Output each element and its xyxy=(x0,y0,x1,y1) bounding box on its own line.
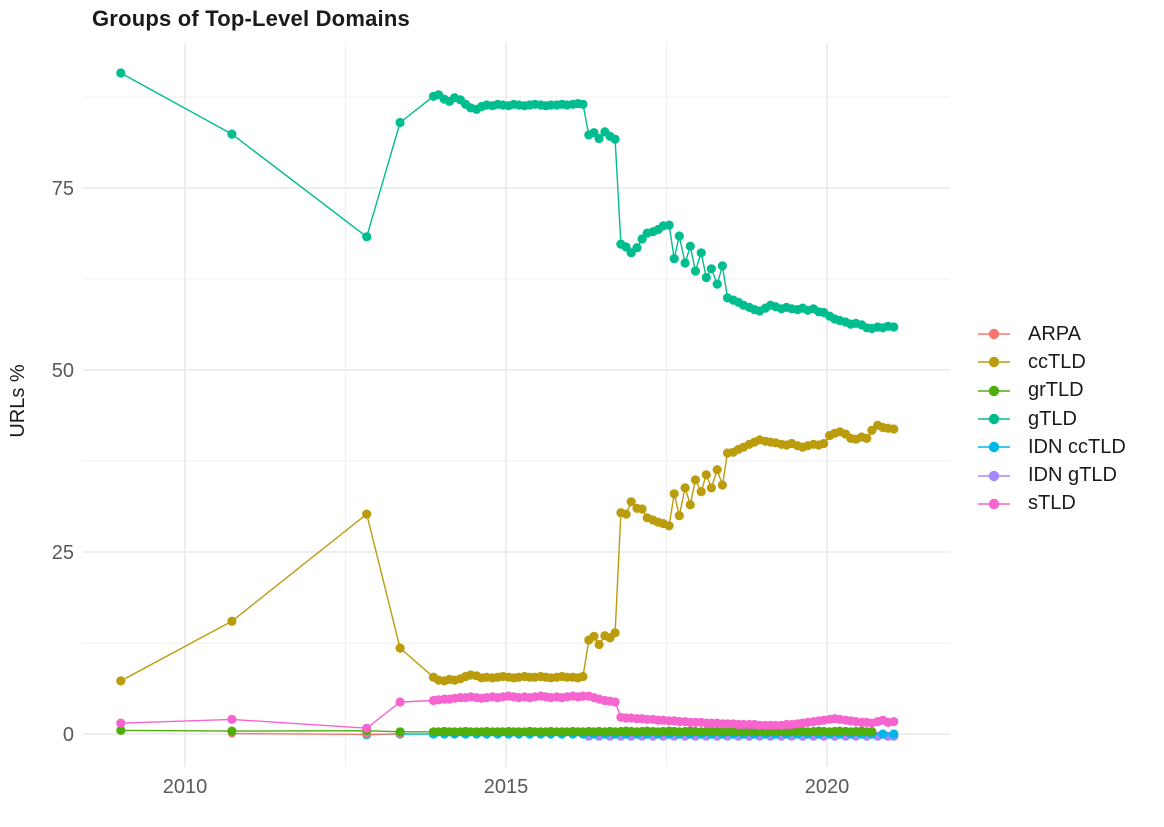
data-point xyxy=(610,134,620,144)
legend-key-icon xyxy=(978,385,1010,396)
series-stld xyxy=(116,691,899,733)
legend-item-label: gTLD xyxy=(1028,407,1077,430)
legend-item-label: IDN ccTLD xyxy=(1028,435,1126,458)
data-point xyxy=(116,718,126,728)
x-tick-label: 2015 xyxy=(484,776,529,798)
legend-item-stld: sTLD xyxy=(975,490,1161,518)
data-point xyxy=(674,231,684,241)
legend-item-label: sTLD xyxy=(1028,492,1076,515)
legend-key-icon xyxy=(978,498,1010,510)
legend-key-icon xyxy=(978,357,1010,368)
data-point xyxy=(862,433,872,443)
y-tick-label: 75 xyxy=(52,178,74,200)
legend-item-idn-gtld: IDN gTLD xyxy=(975,461,1161,489)
data-point xyxy=(889,424,899,434)
x-tick-label: 2010 xyxy=(163,776,208,798)
data-point xyxy=(116,676,126,686)
series-line xyxy=(120,72,894,330)
series-line xyxy=(231,732,401,736)
data-point xyxy=(610,628,620,638)
legend-item-gtld: gTLD xyxy=(975,405,1161,433)
data-point xyxy=(626,497,636,507)
legend-item-label: ARPA xyxy=(1028,322,1081,345)
legend-key-icon xyxy=(978,470,1010,481)
y-axis-title: URLs % xyxy=(7,364,29,438)
data-point xyxy=(227,129,237,139)
legend-item-label: IDN gTLD xyxy=(1028,464,1117,487)
legend: ARPA ccTLD grTLD gTLD IDN ccTLD IDN gTLD sTLD xyxy=(975,320,1161,518)
legend-item-idn-cctld: IDN ccTLD xyxy=(975,433,1161,461)
series-cctld xyxy=(116,420,899,686)
y-tick-label: 50 xyxy=(52,360,74,382)
data-point xyxy=(706,483,717,493)
data-point xyxy=(712,279,722,289)
data-point xyxy=(685,500,695,510)
data-point xyxy=(664,220,674,230)
data-point xyxy=(819,438,829,449)
data-point xyxy=(632,243,642,253)
data-point xyxy=(674,510,684,521)
data-point xyxy=(578,99,588,109)
legend-item-arpa: ARPA xyxy=(975,320,1161,348)
data-point xyxy=(889,729,899,739)
x-tick-label: 2020 xyxy=(805,776,850,798)
data-point xyxy=(589,631,599,642)
legend-key-icon xyxy=(978,328,1010,340)
data-point xyxy=(669,489,679,499)
data-point xyxy=(712,465,722,475)
data-point xyxy=(395,643,405,653)
data-point xyxy=(680,483,690,493)
data-point xyxy=(696,248,706,258)
chart-title: Groups of Top-Level Domains xyxy=(92,6,410,31)
legend-item-cctld: ccTLD xyxy=(975,348,1161,376)
data-point xyxy=(669,254,679,264)
data-point xyxy=(878,729,888,739)
data-point xyxy=(594,133,604,144)
data-point xyxy=(696,487,706,497)
legend-key-icon xyxy=(978,442,1010,453)
data-point xyxy=(227,714,237,725)
series-grtld xyxy=(116,725,877,737)
data-point xyxy=(578,671,588,682)
data-point xyxy=(395,727,405,737)
y-tick-label: 25 xyxy=(52,542,74,564)
data-point xyxy=(889,322,899,332)
data-point xyxy=(664,521,674,531)
y-tick-label: 0 xyxy=(63,724,74,746)
data-point xyxy=(685,241,695,251)
legend-key-icon xyxy=(978,413,1010,425)
data-point xyxy=(395,117,405,128)
data-point xyxy=(889,717,899,727)
data-point xyxy=(680,258,690,268)
legend-item-grtld: grTLD xyxy=(975,377,1161,405)
data-point xyxy=(717,261,728,271)
data-point xyxy=(362,232,372,242)
data-point xyxy=(362,723,372,733)
series-gtld xyxy=(116,68,899,334)
data-point xyxy=(706,264,717,274)
data-point xyxy=(594,639,604,650)
data-point xyxy=(701,272,711,283)
data-point xyxy=(395,697,405,707)
data-point xyxy=(867,727,877,737)
data-point xyxy=(227,616,237,626)
gridlines xyxy=(83,43,950,767)
data-point xyxy=(610,697,620,707)
data-point xyxy=(621,509,631,519)
data-point xyxy=(227,726,237,736)
data-point xyxy=(116,68,126,78)
data-point xyxy=(701,470,711,480)
data-point xyxy=(690,266,701,276)
axis-tick-labels: 0 25 50 75 2010 2015 2020 xyxy=(52,178,850,798)
data-point xyxy=(690,475,701,485)
data-point xyxy=(362,509,372,519)
data-point xyxy=(637,504,647,514)
legend-item-label: ccTLD xyxy=(1028,350,1086,373)
legend-item-label: grTLD xyxy=(1028,379,1084,402)
data-point xyxy=(116,725,126,736)
data-point xyxy=(717,480,728,490)
